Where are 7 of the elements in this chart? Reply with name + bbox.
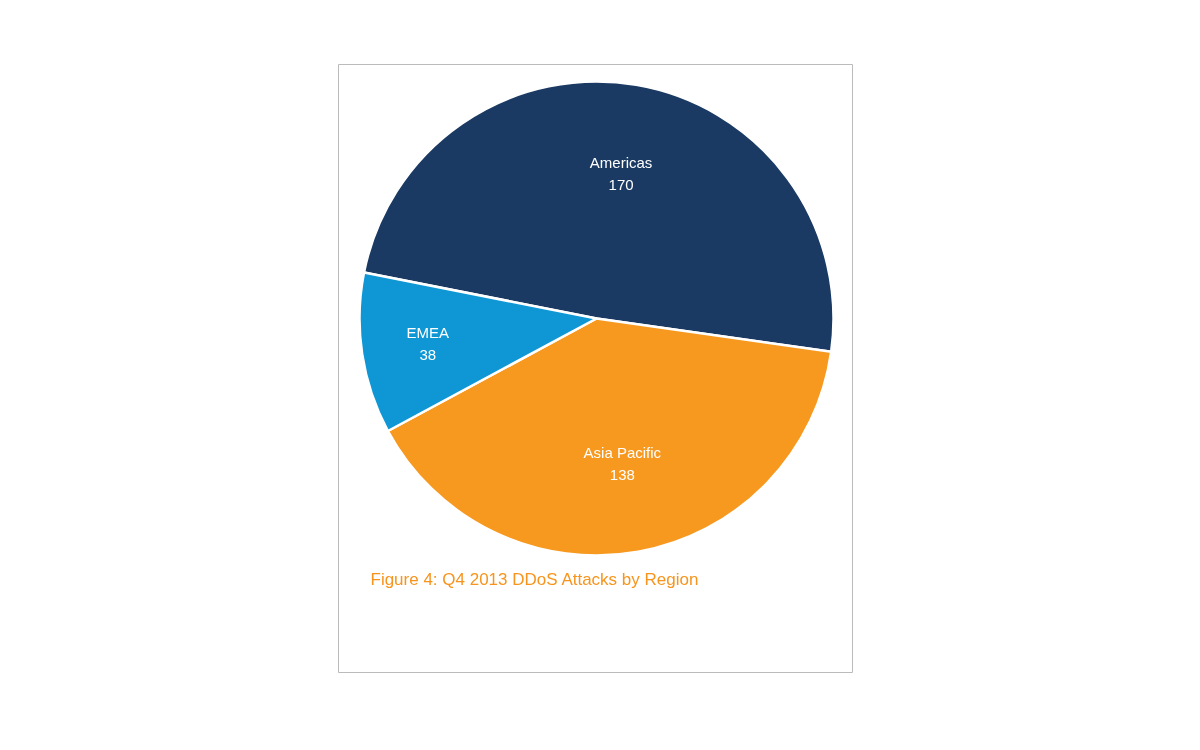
slice-label: Americas <box>589 154 653 172</box>
text: Figure 4: Q4 2013 DDoS Attacks by Region <box>370 570 699 589</box>
data-label: 38 <box>419 346 437 364</box>
data-label: 138 <box>609 465 635 483</box>
slice-label: EMEA <box>406 324 450 342</box>
data-label: 170 <box>608 176 634 194</box>
slice-label: Asia Pacific <box>583 443 662 461</box>
